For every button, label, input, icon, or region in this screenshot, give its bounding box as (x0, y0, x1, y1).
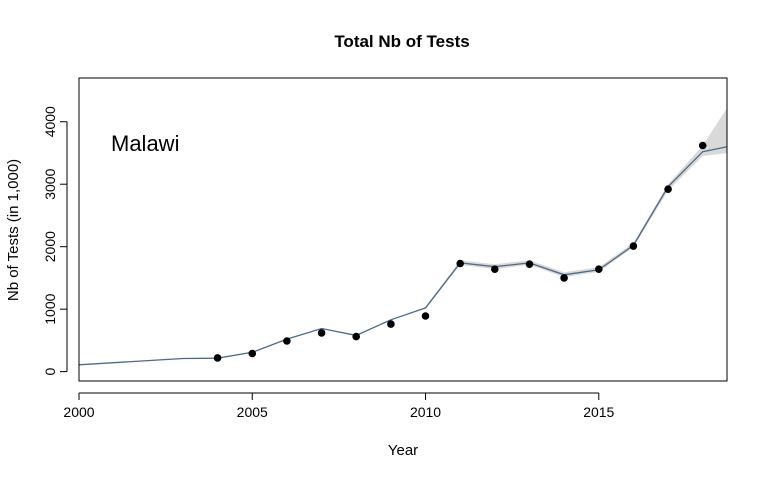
data-point (352, 332, 361, 341)
plot-frame (78, 77, 728, 382)
x-tick-label: 2010 (410, 404, 441, 420)
data-points-layer (213, 141, 707, 362)
y-axis-label: Nb of Tests (in 1,000) (5, 159, 22, 301)
data-point (213, 354, 222, 362)
data-point (664, 185, 672, 193)
x-tick-label: 2015 (583, 404, 614, 420)
data-point (456, 259, 465, 268)
data-point (421, 312, 430, 320)
data-point (595, 265, 603, 274)
x-axis-label: Year (388, 442, 418, 459)
x-axis: 2000 2005 2010 2015 (63, 392, 615, 420)
y-tick-label: 1000 (42, 293, 58, 324)
y-axis: 0 1000 2000 3000 4000 (42, 106, 68, 376)
data-point (283, 337, 291, 345)
data-point (387, 320, 395, 328)
confidence-band-layer (425, 108, 727, 310)
data-point (317, 329, 326, 337)
data-point (698, 141, 707, 150)
x-tick-label: 2005 (237, 404, 268, 420)
chart-title: Total Nb of Tests (334, 32, 469, 51)
confidence-band (425, 108, 727, 310)
series-line (78, 146, 728, 366)
data-point (560, 274, 568, 282)
data-point (525, 260, 534, 269)
data-point (248, 349, 257, 358)
data-point (629, 242, 638, 250)
y-tick-label: 4000 (42, 106, 58, 137)
country-annotation: Malawi (111, 131, 179, 156)
y-tick-label: 3000 (42, 168, 58, 199)
data-point (491, 265, 499, 274)
series-line-layer (78, 146, 728, 366)
y-tick-label: 2000 (42, 231, 58, 262)
y-tick-label: 0 (42, 368, 58, 376)
x-tick-label: 2000 (63, 404, 94, 420)
